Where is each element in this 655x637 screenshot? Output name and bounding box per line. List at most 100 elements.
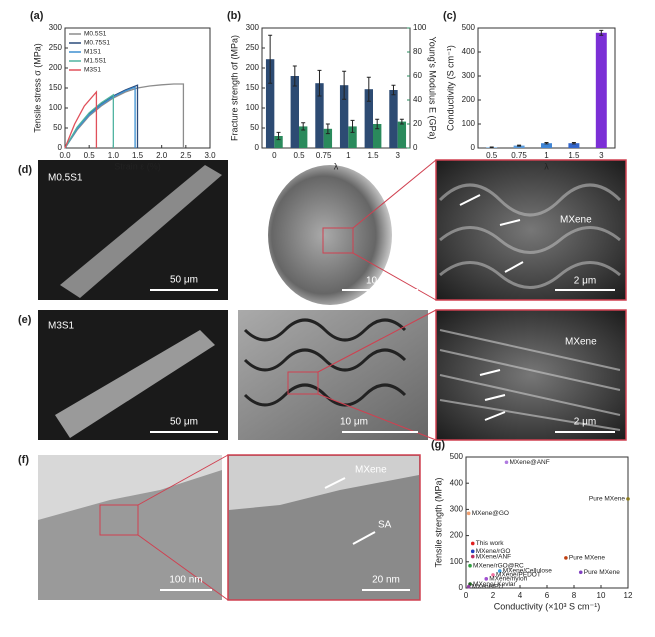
x-tick-label: 6 [545, 591, 550, 600]
y-tick-label: 50 [53, 123, 62, 132]
point-label: MXene@GO [472, 510, 509, 517]
y-tick-label: 200 [246, 63, 260, 72]
bar [389, 90, 397, 148]
point [579, 570, 583, 574]
y2-tick-label: 0 [413, 143, 418, 152]
y-tick-label: 250 [246, 43, 260, 52]
x-tick-label: 0.0 [59, 151, 71, 160]
y-axis-label: Tensile stress σ (MPa) [32, 43, 42, 133]
point [467, 585, 471, 589]
line [65, 85, 138, 148]
y-tick-label: 200 [49, 63, 63, 72]
y-tick-label: 200 [462, 95, 476, 104]
point [564, 556, 568, 560]
point [471, 542, 475, 546]
point-label: MXene/ANF [476, 553, 511, 560]
y2-axis-label: Young's Modulus E (GPa) [428, 37, 438, 140]
bar [596, 33, 607, 148]
point-label: MXene/PU [472, 583, 504, 590]
annotation: MXene [355, 465, 387, 476]
x-axis-label: λ [334, 161, 339, 171]
micrograph-row-f: (f) 100 nm MXene SA 20 nm [18, 454, 420, 600]
point [471, 550, 475, 554]
scale-label: 10 μm [340, 417, 368, 428]
x-tick-label: 0.5 [84, 151, 96, 160]
scale-label: 50 μm [170, 275, 198, 286]
annotation: SA [378, 520, 392, 531]
x-tick-label: 3.0 [204, 151, 216, 160]
x-tick-label: 10 [597, 591, 606, 600]
legend-label: M0.5S1 [84, 31, 107, 38]
y-tick-label: 100 [49, 103, 63, 112]
panel-label: (d) [18, 164, 32, 176]
y-tick-label: 500 [450, 452, 464, 461]
panel-label: (f) [18, 454, 29, 466]
micrograph-row-d: (d) M0.5S1 50 μm 10 μm MXene 2 μm [18, 160, 626, 305]
x-tick-label: 8 [572, 591, 577, 600]
bar [291, 76, 299, 148]
point [467, 512, 471, 516]
x-tick-label: 12 [624, 591, 633, 600]
x-axis-label: Strain ε (%) [114, 161, 161, 171]
x-tick-label: 0 [272, 151, 277, 160]
y-tick-label: 0 [471, 143, 476, 152]
x-tick-label: 4 [518, 591, 523, 600]
sem-image [436, 160, 626, 300]
x-tick-label: 0.5 [293, 151, 305, 160]
y-axis-label: Conductivity (S cm⁻¹) [445, 45, 455, 131]
legend-label: M1.5S1 [84, 58, 107, 65]
line [65, 84, 183, 148]
legend-label: M0.75S1 [84, 40, 110, 47]
scale-label: 100 nm [169, 575, 202, 586]
x-tick-label: 3 [395, 151, 400, 160]
y-tick-label: 150 [246, 83, 260, 92]
x-tick-label: 1 [346, 151, 351, 160]
panel-label: (b) [227, 10, 241, 22]
scale-label: 20 nm [372, 575, 400, 586]
y2-tick-label: 60 [413, 71, 422, 80]
point-label: This work [476, 540, 505, 547]
point [468, 564, 472, 568]
x-tick-label: 1.5 [367, 151, 379, 160]
x-tick-label: 1.5 [132, 151, 144, 160]
axes-frame [262, 28, 410, 148]
x-axis-label: λ [544, 161, 549, 171]
panel-label: (a) [30, 10, 44, 22]
y-tick-label: 100 [246, 103, 260, 112]
x-tick-label: 1 [544, 151, 549, 160]
y-tick-label: 400 [450, 478, 464, 487]
x-tick-label: 3 [599, 151, 604, 160]
x-tick-label: 2.5 [180, 151, 192, 160]
y-tick-label: 150 [49, 83, 63, 92]
y-tick-label: 50 [250, 123, 259, 132]
axes-frame [478, 28, 615, 148]
y-axis-label: Tensile strength (MPa) [433, 477, 443, 567]
legend-label: M3S1 [84, 67, 101, 74]
y2-tick-label: 40 [413, 95, 422, 104]
y-tick-label: 300 [246, 23, 260, 32]
y-tick-label: 100 [450, 557, 464, 566]
y-tick-label: 0 [255, 143, 260, 152]
y2-tick-label: 20 [413, 119, 422, 128]
bar [398, 122, 406, 148]
scale-label: 50 μm [170, 417, 198, 428]
y-tick-label: 300 [49, 23, 63, 32]
y-tick-label: 200 [450, 531, 464, 540]
x-tick-label: 1.0 [108, 151, 120, 160]
sample-label: M0.5S1 [48, 173, 83, 184]
legend-label: M1S1 [84, 49, 101, 56]
x-tick-label: 0.5 [486, 151, 498, 160]
point [626, 497, 630, 501]
line [65, 87, 135, 148]
annotation: MXene [560, 215, 592, 226]
x-tick-label: 0 [464, 591, 469, 600]
y-tick-label: 300 [450, 505, 464, 514]
sample-label: M3S1 [48, 321, 75, 332]
point-label: Pure MXene [584, 569, 621, 576]
x-tick-label: 0.75 [511, 151, 527, 160]
x-tick-label: 1.5 [568, 151, 580, 160]
point-label: MXene@ANF [510, 459, 550, 466]
point [471, 555, 475, 559]
error-bar [517, 145, 521, 146]
y-tick-label: 250 [49, 43, 63, 52]
